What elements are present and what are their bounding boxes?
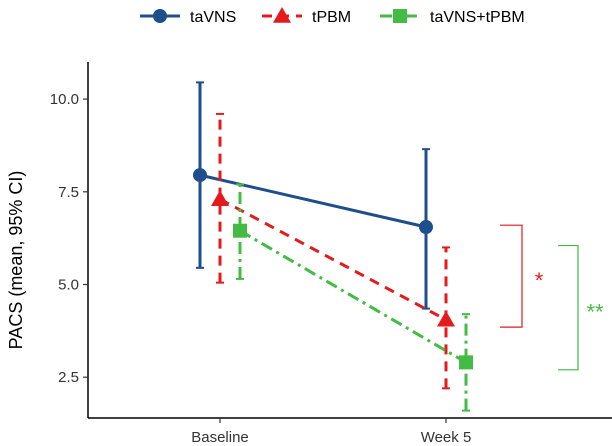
legend-swatch-marker [153,9,167,23]
significance-bracket-1: ** [558,244,604,371]
legend-swatch-marker [393,9,407,23]
legend-label: tPBM [312,9,351,26]
x-axis: Baseline Week 5 [88,417,612,446]
significance-label: ** [586,300,604,325]
y-tick-label: 7.5 [58,184,79,201]
bracket-line [500,224,523,328]
series-line [219,197,447,322]
legend-swatch-marker [273,7,291,23]
legend: taVNS tPBM taVNS+tPBM [140,7,525,26]
y-axis: 2.5 5.0 7.5 10.0 [50,62,89,418]
x-tick-label: Week 5 [421,429,472,446]
series-line [239,229,467,364]
annotation-layer: *** [500,224,604,371]
series-2 [233,183,473,412]
y-tick-label: 2.5 [58,369,79,386]
significance-label: * [535,268,544,293]
data-point [193,168,207,183]
y-tick-label: 10.0 [50,91,79,108]
y-axis-title: PACS (mean, 95% CI) [6,171,26,350]
data-point [211,190,229,206]
data-point [437,310,455,327]
series-layer [193,81,473,412]
legend-label: taVNS [190,9,236,26]
y-tick-label: 5.0 [58,277,79,294]
series-line [199,173,427,229]
bracket-line [558,244,579,371]
legend-item-0: taVNS [140,9,236,26]
series-1 [211,112,455,390]
significance-bracket-0: * [500,224,544,328]
data-point [459,355,473,370]
legend-label: taVNS+tPBM [430,9,525,26]
data-point [233,223,247,238]
data-point [419,220,433,235]
legend-item-2: taVNS+tPBM [380,9,525,26]
legend-item-1: tPBM [262,7,351,26]
x-tick-label: Baseline [191,429,249,446]
